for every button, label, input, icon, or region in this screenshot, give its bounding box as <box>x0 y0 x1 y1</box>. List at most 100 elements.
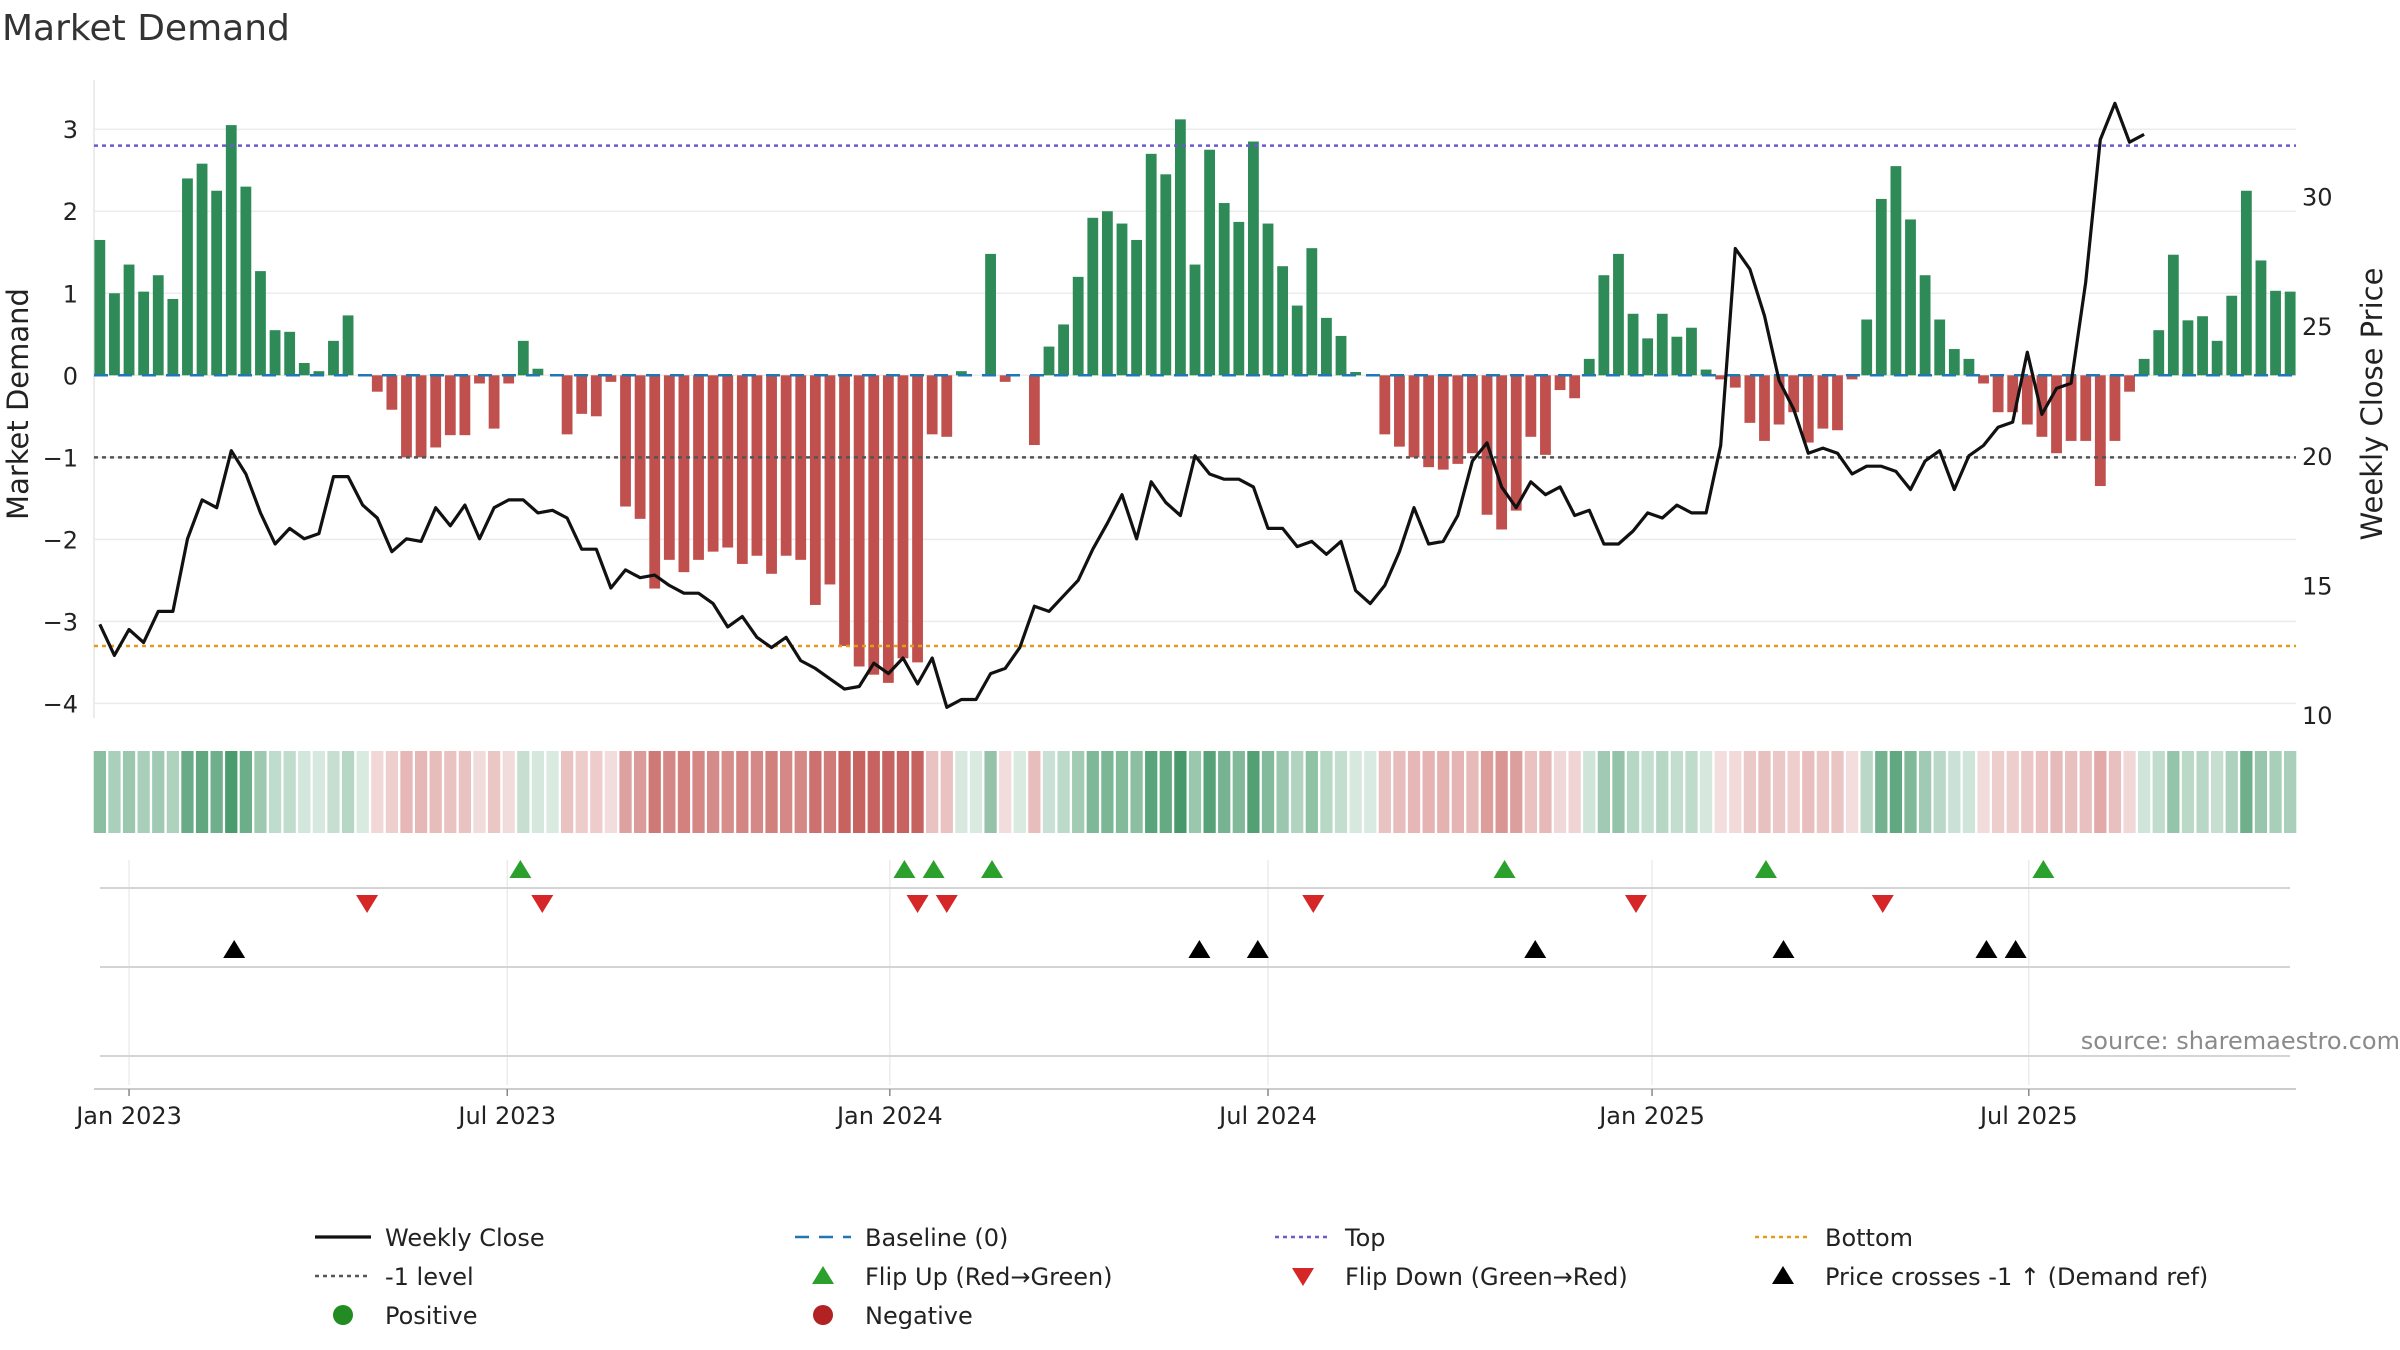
demand-bar-positive <box>298 362 310 376</box>
y2-tick-label: 15 <box>2302 572 2333 600</box>
demand-bar-positive <box>2182 320 2194 376</box>
heat-strip-cell <box>1583 751 1596 833</box>
demand-bar-negative <box>2007 375 2019 413</box>
demand-bar-positive <box>2167 254 2179 376</box>
heat-strip-cell <box>356 751 369 833</box>
demand-bar-negative <box>2109 375 2121 441</box>
demand-bar-positive <box>1335 335 1347 376</box>
heat-strip-cell <box>195 751 209 833</box>
heat-strip-cell <box>619 751 632 833</box>
demand-bar-negative <box>590 375 602 417</box>
x-tick-label: Jan 2024 <box>835 1102 943 1130</box>
heat-strip-cell <box>1933 751 1946 833</box>
demand-bar-negative <box>488 375 500 429</box>
heat-strip-cell <box>1904 751 1917 833</box>
heat-strip-cell <box>1422 751 1435 833</box>
y-tick-label: 2 <box>63 198 78 226</box>
demand-bar-negative <box>1408 375 1420 458</box>
demand-bar-positive <box>2270 290 2281 376</box>
heat-strip-cell <box>955 751 968 833</box>
heat-strip <box>93 751 2297 833</box>
demand-bar-negative <box>371 375 383 392</box>
heat-strip-cell <box>1889 751 1903 833</box>
demand-bar-negative <box>809 375 821 605</box>
heat-strip-cell <box>663 751 676 833</box>
heat-strip-cell <box>2284 751 2297 833</box>
demand-bar-negative <box>1715 375 1727 380</box>
legend-swatch-triangle-up <box>1772 1266 1794 1284</box>
demand-bar-positive <box>1598 275 1610 376</box>
demand-bar-negative <box>386 375 398 410</box>
heat-strip-cell <box>1758 751 1771 833</box>
demand-bar-positive <box>1627 313 1639 376</box>
x-tick-label: Jan 2023 <box>74 1102 182 1130</box>
demand-bar-negative <box>1832 375 1843 431</box>
heat-strip-cell <box>108 751 121 833</box>
heat-strip-cell <box>560 751 574 833</box>
demand-bar-negative <box>839 375 850 646</box>
flip-down-marker <box>531 895 554 913</box>
demand-bar-negative <box>1394 375 1405 447</box>
demand-bar-positive <box>1291 305 1303 376</box>
heat-strip-cell <box>794 751 807 833</box>
demand-bar-negative <box>1540 375 1551 455</box>
heat-strip-cell <box>239 751 252 833</box>
flip-up-marker <box>1493 860 1516 878</box>
demand-bar-positive <box>2153 330 2165 376</box>
demand-bar-negative <box>620 375 631 507</box>
heat-strip-cell <box>1626 751 1640 833</box>
heat-strip-cell <box>1714 751 1727 833</box>
heat-strip-cell <box>400 751 413 833</box>
demand-bar-negative <box>926 375 938 435</box>
demand-bar-positive <box>109 293 120 376</box>
heat-strip-cell <box>604 751 618 833</box>
y2-axis-label: Weekly Close Price <box>2355 268 2389 541</box>
demand-bar-negative <box>1802 375 1814 443</box>
demand-bars <box>94 119 2296 683</box>
heat-strip-cell <box>1568 751 1581 833</box>
demand-bar-negative <box>2065 375 2077 441</box>
heat-strip-cell <box>2138 751 2151 833</box>
heat-strip-cell <box>2021 751 2034 833</box>
demand-bar-positive <box>1116 223 1128 376</box>
demand-bar-negative <box>2051 375 2062 454</box>
demand-bar-positive <box>123 264 135 376</box>
heat-strip-cell <box>1918 751 1932 833</box>
y2-tick-label: 30 <box>2302 184 2333 212</box>
price-cross-marker <box>1188 940 1211 958</box>
demand-bar-positive <box>1948 349 1960 376</box>
demand-bar-positive <box>2211 340 2223 376</box>
demand-bar-negative <box>693 375 704 560</box>
demand-bar-negative <box>1846 375 1858 380</box>
heat-strip-cell <box>677 751 691 833</box>
demand-bar-negative <box>2124 375 2135 392</box>
heat-strip-cell <box>633 751 647 833</box>
demand-bar-negative <box>1510 375 1522 511</box>
heat-strip-cell <box>137 751 150 833</box>
demand-bar-positive <box>342 315 354 376</box>
demand-bar-positive <box>1233 221 1245 376</box>
y-axis-label: Market Demand <box>1 288 35 520</box>
demand-bar-positive <box>1686 327 1697 376</box>
y2-tick-label: 20 <box>2302 443 2333 471</box>
demand-bar-positive <box>1248 141 1259 376</box>
heat-strip-cell <box>1115 751 1129 833</box>
legend-label: Weekly Close <box>385 1224 545 1252</box>
demand-bar-negative <box>1759 375 1770 441</box>
heat-strip-cell <box>181 751 194 833</box>
heat-strip-cell <box>1291 751 1304 833</box>
demand-bar-positive <box>284 331 296 376</box>
demand-bar-positive <box>196 163 208 376</box>
heat-strip-cell <box>2064 751 2078 833</box>
demand-bar-negative <box>2036 375 2048 437</box>
demand-bar-negative <box>459 375 471 436</box>
demand-bar-positive <box>1583 358 1595 376</box>
heat-strip-cell <box>473 751 486 833</box>
heat-strip-cell <box>1203 751 1216 833</box>
heat-strip-cell <box>298 751 311 833</box>
heat-strip-cell <box>487 751 501 833</box>
heat-strip-cell <box>210 751 223 833</box>
heat-strip-cell <box>1364 751 1377 833</box>
